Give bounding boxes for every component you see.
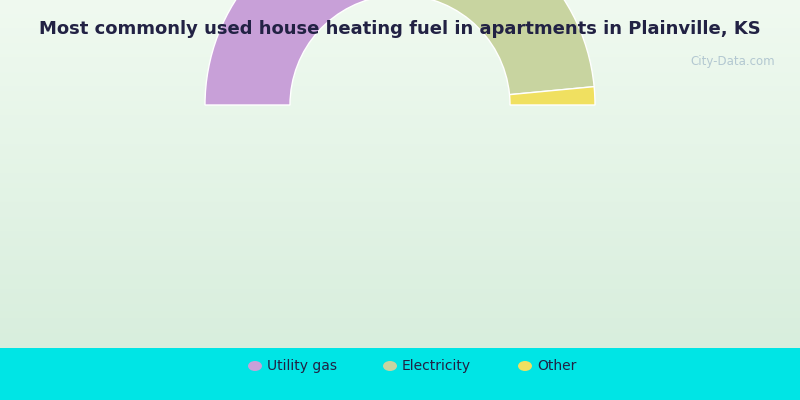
Wedge shape	[510, 87, 595, 105]
Ellipse shape	[518, 361, 532, 371]
Text: Most commonly used house heating fuel in apartments in Plainville, KS: Most commonly used house heating fuel in…	[39, 20, 761, 38]
Ellipse shape	[248, 361, 262, 371]
Ellipse shape	[383, 361, 397, 371]
Text: Other: Other	[537, 359, 576, 373]
Wedge shape	[382, 0, 594, 95]
Bar	[0, 348, 800, 400]
Text: Utility gas: Utility gas	[267, 359, 337, 373]
Wedge shape	[205, 0, 390, 105]
Text: Electricity: Electricity	[402, 359, 471, 373]
Text: City-Data.com: City-Data.com	[690, 55, 774, 68]
